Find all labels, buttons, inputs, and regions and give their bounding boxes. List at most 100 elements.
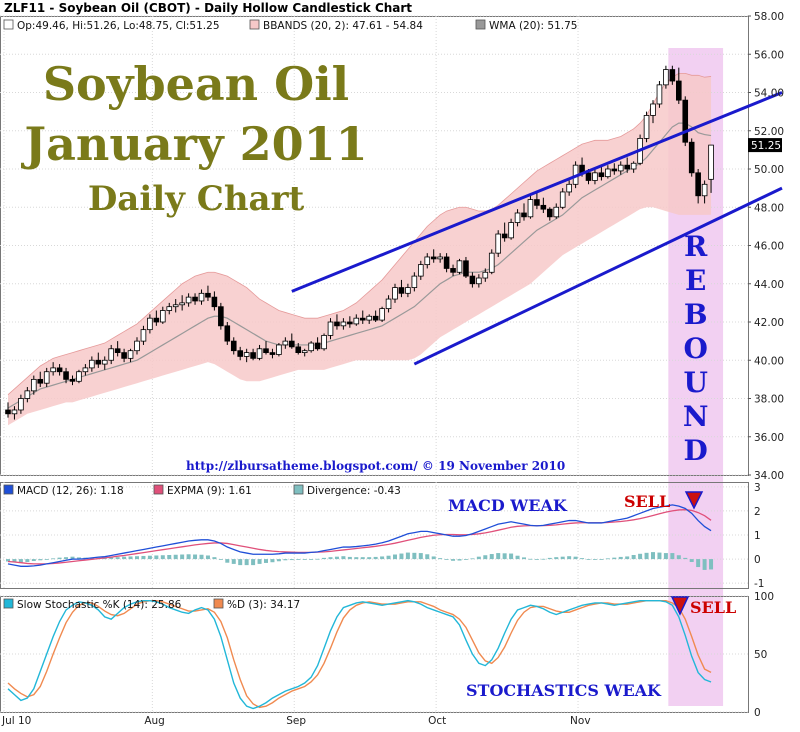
- divergence-bar: [218, 559, 223, 560]
- stoch-legend-label: %D (3): 34.17: [227, 599, 300, 611]
- candle: [437, 256, 443, 260]
- divergence-bar: [264, 559, 268, 563]
- candle: [172, 304, 179, 308]
- divergence-bar: [412, 552, 417, 560]
- divergence-bar: [463, 559, 468, 560]
- candle: [256, 348, 263, 359]
- candle: [276, 344, 282, 355]
- divergence-bar: [586, 559, 591, 560]
- divergence-bar: [470, 558, 475, 560]
- candle: [288, 340, 295, 348]
- candle: [359, 317, 366, 321]
- channel-lower-line: [413, 186, 783, 366]
- rebound-letter: E: [685, 264, 706, 297]
- stoch-legend-swatch: [213, 598, 224, 609]
- candle: [656, 84, 663, 105]
- divergence-bar: [283, 559, 288, 561]
- candle: [701, 183, 708, 197]
- candle: [101, 359, 108, 365]
- candle: [334, 321, 340, 327]
- divergence-bar: [522, 557, 526, 560]
- macd-tick-label: 1: [754, 530, 761, 542]
- macd-legend-label: MACD (12, 26): 1.18: [17, 485, 124, 497]
- divergence-bar: [322, 557, 327, 560]
- divergence-bar: [76, 557, 81, 560]
- candle: [250, 352, 256, 359]
- candle: [140, 329, 147, 342]
- candle: [379, 308, 385, 321]
- candle: [624, 164, 630, 170]
- candle: [598, 172, 605, 178]
- divergence-bar: [160, 555, 165, 560]
- candle: [269, 352, 276, 355]
- divergence-bar: [644, 552, 649, 560]
- divergence-bar: [373, 556, 378, 560]
- candle: [243, 352, 250, 357]
- candle: [708, 144, 714, 180]
- candle: [24, 390, 31, 399]
- divergence-bar: [302, 559, 307, 560]
- candle: [95, 359, 102, 365]
- candle: [695, 172, 701, 197]
- divergence-bar: [457, 559, 462, 561]
- x-tick-label: Nov: [570, 715, 591, 727]
- divergence-bar: [341, 556, 346, 560]
- divergence-bar: [560, 556, 565, 560]
- divergence-bar: [25, 559, 30, 562]
- divergence-bar: [418, 553, 423, 560]
- stoch-sell-arrow-icon: [670, 596, 690, 616]
- candle: [688, 141, 695, 174]
- candle: [417, 264, 424, 277]
- divergence-bar: [399, 553, 404, 560]
- divergence-bar: [147, 555, 152, 560]
- rebound-letter: D: [684, 434, 708, 467]
- divergence-bar: [663, 553, 668, 560]
- macd-tick-label: -1: [754, 578, 764, 590]
- divergence-bar: [334, 556, 339, 560]
- candle: [211, 296, 218, 308]
- macd-legend-swatch: [293, 484, 304, 495]
- candle: [134, 340, 140, 352]
- price-legend-label: BBANDS (20, 2): 47.61 - 54.84: [263, 20, 423, 32]
- price-tick-label: 54.00: [754, 88, 784, 100]
- divergence-bar: [554, 557, 559, 560]
- divergence-bar: [515, 555, 520, 560]
- divergence-bar: [64, 557, 69, 560]
- candle: [301, 350, 308, 354]
- candle: [11, 409, 18, 415]
- divergence-bar: [567, 556, 572, 560]
- price-legend-label: WMA (20): 51.75: [489, 20, 577, 32]
- candle: [282, 340, 289, 346]
- price-legend-swatch: [3, 19, 14, 30]
- candle: [566, 183, 572, 193]
- candle: [30, 378, 37, 392]
- divergence-bar: [354, 557, 359, 560]
- x-tick-label: Oct: [428, 715, 446, 727]
- candle: [611, 168, 618, 172]
- divergence-bar: [109, 557, 114, 560]
- candle: [405, 287, 411, 294]
- stoch-k-line: [7, 599, 712, 710]
- price-legend-swatch: [249, 19, 260, 30]
- candle: [508, 222, 514, 239]
- candle: [553, 206, 560, 218]
- candle: [424, 256, 431, 266]
- divergence-bar: [676, 555, 681, 560]
- candle: [153, 317, 160, 323]
- candle: [372, 315, 379, 321]
- watermark-text: http://zlbursatheme.blogspot.com/ © 19 N…: [186, 459, 565, 473]
- candle: [205, 292, 211, 298]
- candle: [198, 292, 205, 302]
- x-tick-label: Sep: [286, 715, 306, 727]
- divergence-bar: [534, 559, 539, 560]
- divergence-bar: [70, 556, 75, 560]
- candle: [218, 306, 224, 327]
- divergence-bar: [438, 558, 443, 560]
- divergence-bar: [580, 558, 585, 560]
- candle: [592, 172, 598, 181]
- candle: [663, 69, 669, 86]
- divergence-bar: [231, 559, 236, 564]
- candle: [314, 342, 321, 350]
- divergence-bar: [238, 559, 243, 566]
